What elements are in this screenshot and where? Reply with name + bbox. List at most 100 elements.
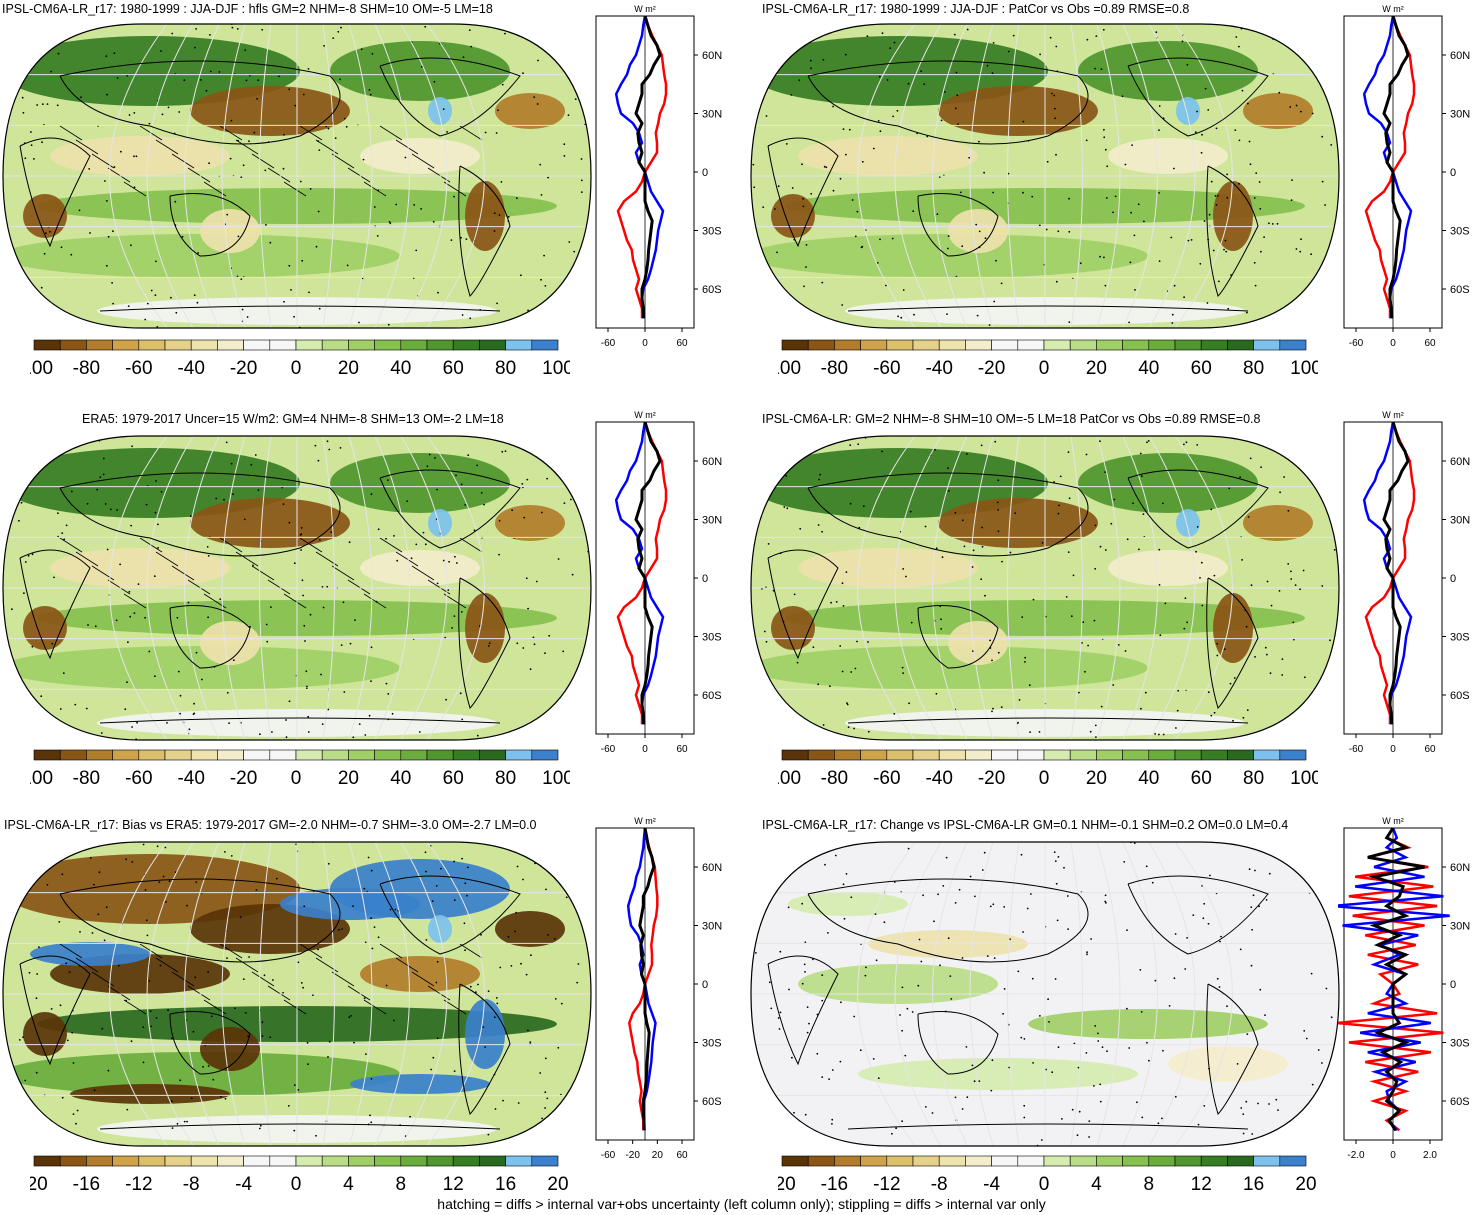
colorbar-label: -8 [931, 1174, 948, 1195]
colorbar-label: 20 [1086, 768, 1107, 789]
map-field-blob [798, 136, 978, 176]
colorbar-swatch [886, 339, 914, 351]
colorbar-swatch [59, 749, 87, 761]
zonal-lat-label: 0 [1450, 979, 1456, 991]
colorbar-swatch [479, 749, 506, 761]
colorbar-swatch [86, 339, 113, 351]
map-field-blob [190, 86, 350, 136]
zonal-x-label: -60 [601, 744, 616, 755]
zonal-lat-label: 30S [1450, 226, 1470, 238]
colorbar-swatch [781, 1155, 809, 1167]
colorbar-swatch [886, 1155, 914, 1167]
colorbar-swatch [531, 339, 559, 351]
colorbar-label: 20 [1086, 358, 1107, 379]
colorbar-swatch [33, 1155, 61, 1167]
colorbar-swatch [505, 1155, 533, 1167]
map-border [2, 435, 592, 741]
colorbar-swatch [321, 749, 349, 761]
colorbar-swatch [938, 749, 966, 761]
zonal-lat-label: 30N [1450, 515, 1470, 527]
zonal-lat-label: 0 [702, 979, 708, 991]
panel-title: ERA5: 1979-2017 Uncer=15 W/m2: GM=4 NHM=… [82, 412, 504, 426]
map-field-blob [1213, 181, 1253, 251]
colorbar-swatch [321, 1155, 349, 1167]
zonal-lat-label: 30S [1450, 1038, 1470, 1050]
map-field-blob [465, 999, 505, 1069]
panel-title: IPSL-CM6A-LR_r17: Bias vs ERA5: 1979-201… [4, 818, 537, 832]
zonal-mean-plot: W m² 60N 30N 0 30S 60S -60 0 60 [1343, 4, 1470, 349]
colorbar-swatch [1122, 749, 1150, 761]
colorbar-swatch [1200, 749, 1228, 761]
colorbar-label: -80 [73, 358, 100, 379]
colorbar-label: 20 [338, 768, 359, 789]
panel-bias: IPSL-CM6A-LR_r17: Bias vs ERA5: 1979-201… [0, 812, 735, 1212]
colorbar-swatch [1043, 339, 1071, 351]
zonal-x-label: -60 [1349, 338, 1364, 349]
colorbar-swatch [1174, 749, 1202, 761]
map-field-blob [751, 448, 1048, 518]
figure-caption: hatching = diffs > internal var+obs unce… [437, 1196, 1046, 1212]
colorbar-swatch [112, 749, 140, 761]
colorbar-swatch [164, 1155, 192, 1167]
map-field-blob [190, 498, 350, 548]
world-map [750, 23, 1340, 329]
zonal-lat-label: 60N [702, 862, 722, 874]
colorbar-swatch [1017, 749, 1045, 761]
map-field-blob [798, 548, 978, 588]
map-field-blob [938, 86, 1098, 136]
colorbar-label: 40 [390, 768, 411, 789]
colorbar-swatch [348, 749, 375, 761]
map-field-blob [428, 509, 452, 537]
colorbar-swatch [531, 1155, 559, 1167]
colorbar-swatch [781, 749, 809, 761]
colorbar-swatch [834, 1155, 861, 1167]
zonal-series-diff [1382, 15, 1410, 319]
zonal-lat-label: 60N [702, 456, 722, 468]
colorbar-swatch [860, 339, 888, 351]
stippling [3, 436, 591, 740]
map-field-blob [23, 1012, 67, 1056]
coastlines [19, 57, 521, 312]
colorbar-label: -40 [925, 358, 952, 379]
map-field-blob [360, 550, 480, 586]
map-field-blob [200, 209, 260, 253]
zonal-lat-label: 60N [702, 50, 722, 62]
colorbar-swatch [138, 339, 166, 351]
colorbar-label: -20 [30, 1174, 48, 1195]
colorbar-swatch [1227, 749, 1254, 761]
zonal-lat-label: 30N [1450, 109, 1470, 121]
map-border [2, 841, 592, 1147]
zonal-x-label: 0 [1390, 338, 1396, 349]
colorbar-swatch [991, 339, 1019, 351]
panel-title: IPSL-CM6A-LR_r17: 1980-1999 : JJA-DJF : … [2, 2, 493, 16]
map-field-blob [938, 498, 1098, 548]
map-field-blob [495, 911, 565, 947]
map-field-blob [1078, 453, 1258, 513]
zonal-series-diff [1382, 421, 1410, 725]
colorbar-swatch [138, 1155, 166, 1167]
zonal-lat-label: 30S [702, 632, 722, 644]
map-field-blob [751, 36, 1048, 106]
colorbar-swatch [1043, 749, 1071, 761]
zonal-mean-plot: W m² 60N 30N 0 30S 60S -60 0 60 [1343, 410, 1470, 755]
map-border [750, 23, 1340, 329]
colorbar-swatch [33, 749, 61, 761]
map-field-blob [350, 1074, 490, 1094]
colorbar: -100 -80 -60 -40 -20 0 20 40 60 80 100 [778, 749, 1318, 789]
colorbar-swatch [886, 749, 914, 761]
zonal-x-label: 60 [676, 338, 688, 349]
colorbar-swatch [531, 749, 559, 761]
zonal-x-label: -60 [1349, 744, 1364, 755]
colorbar-swatch [86, 1155, 113, 1167]
zonal-series-model [1364, 421, 1416, 725]
map-border [750, 435, 1340, 741]
colorbar-swatch [269, 339, 297, 351]
map-field-blob [3, 854, 300, 924]
zonal-lat-label: 60S [702, 1096, 722, 1108]
colorbar-swatch [965, 339, 992, 351]
colorbar-label: 40 [390, 358, 411, 379]
colorbar-swatch [1096, 1155, 1123, 1167]
colorbar-swatch [400, 1155, 428, 1167]
colorbar-swatch [479, 1155, 506, 1167]
colorbar-label: 80 [1243, 358, 1264, 379]
